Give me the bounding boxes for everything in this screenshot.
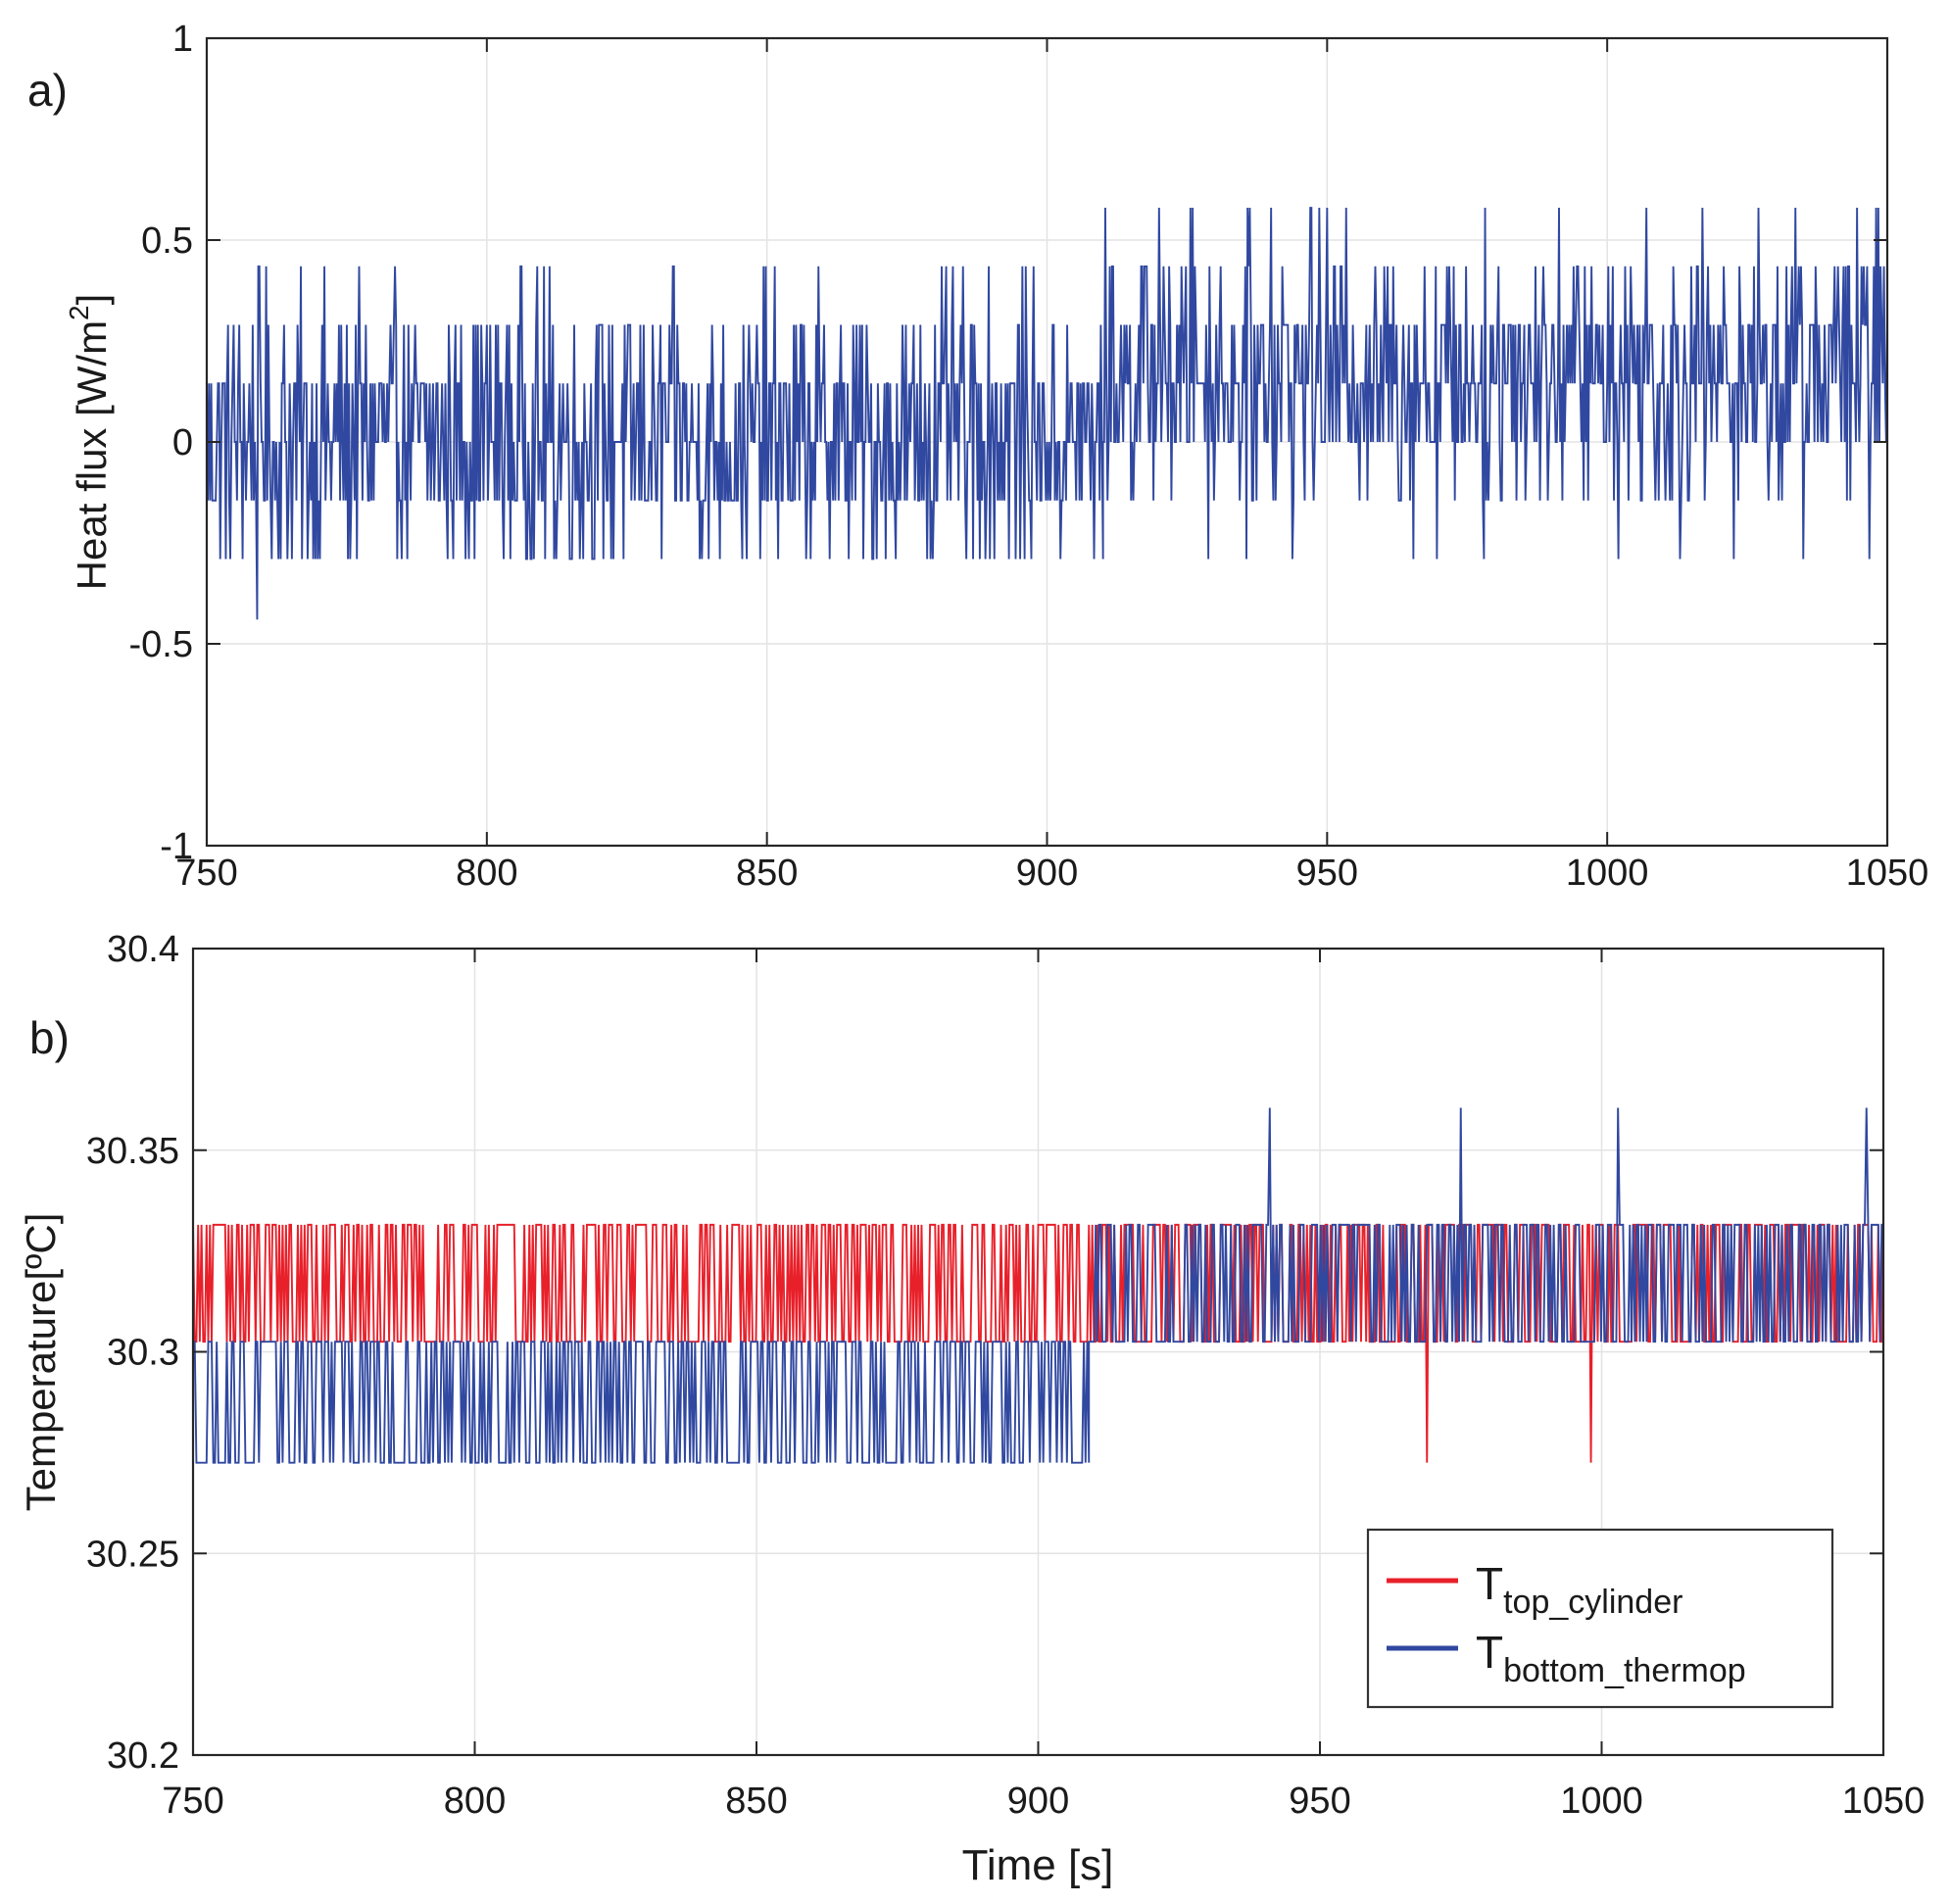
y-tick-label-b: 30.35	[86, 1131, 179, 1172]
legend-entry-top-cylinder-main: T	[1476, 1558, 1503, 1609]
x-tick-label-b: 1000	[1560, 1781, 1643, 1822]
x-tick-label-b: 800	[444, 1781, 506, 1822]
y-tick-label-b: 30.25	[86, 1534, 179, 1575]
y-tick-label-b: 30.2	[107, 1735, 179, 1777]
x-tick-label-b: 750	[162, 1781, 223, 1822]
series-group-b	[192, 1107, 1884, 1464]
y-axis-label-b: Temperature[ºC]	[18, 1213, 64, 1512]
y-tick-label-a: -0.5	[129, 624, 193, 665]
series-line-bottom-thermop	[193, 1107, 1883, 1464]
y-axis-label-a-close: ]	[69, 294, 115, 306]
legend-entry-bottom-thermop-sub: bottom_thermop	[1503, 1652, 1746, 1689]
x-tick-label-a: 950	[1296, 853, 1358, 894]
y-tick-label-a: 1	[172, 19, 193, 60]
y-axis-label-a: Heat flux [W/m2]	[64, 294, 115, 591]
x-tick-label-a: 900	[1016, 853, 1078, 894]
y-tick-label-a: -1	[160, 826, 193, 867]
y-tick-label-b: 30.3	[107, 1333, 179, 1374]
x-tick-label-a: 800	[456, 853, 517, 894]
ticks-b: 750 800 850 900 950 1000 1050 30.2 30.25 30.3 30.3…	[86, 929, 1925, 1822]
x-tick-label-b: 1050	[1842, 1781, 1926, 1822]
x-axis-label: Time [s]	[962, 1841, 1114, 1889]
y-tick-label-a: 0.5	[141, 220, 193, 262]
y-axis-label-a-main: Heat flux [W/m	[69, 320, 115, 590]
x-tick-label-a: 1000	[1566, 853, 1649, 894]
legend-entry-bottom-thermop: Tbottom_thermop	[1476, 1627, 1746, 1689]
x-tick-label-a: 750	[175, 853, 237, 894]
y-axis-label-a-sup: 2	[64, 305, 94, 320]
ticks-a: 750 800 850 900 950 1000 1050 -1 -0.5 0 0.5 1	[129, 19, 1929, 894]
legend-box	[1366, 1528, 1834, 1709]
x-tick-label-b: 850	[725, 1781, 787, 1822]
y-tick-label-a: 0	[172, 422, 193, 464]
series-line-top-cylinder	[192, 1223, 1884, 1463]
panel-label-a: a)	[27, 65, 68, 116]
temperature-chart: 750 800 850 900 950 1000 1050 30.2 30.25 30.3 30.3…	[18, 929, 1925, 1889]
x-tick-label-a: 1050	[1846, 853, 1929, 894]
series-line-heat-flux	[206, 207, 1888, 620]
legend-entry-bottom-thermop-main: T	[1476, 1627, 1503, 1678]
panel-label-b: b)	[29, 1012, 70, 1063]
legend-entry-top-cylinder: Ttop_cylinder	[1476, 1558, 1682, 1621]
legend: Ttop_cylinder Tbottom_thermop	[1366, 1528, 1834, 1709]
legend-entry-top-cylinder-sub: top_cylinder	[1503, 1584, 1682, 1621]
series-group-a	[206, 207, 1888, 620]
x-tick-label-b: 950	[1289, 1781, 1350, 1822]
heat-flux-chart: 750 800 850 900 950 1000 1050 -1 -0.5 0 0.5 1 a) He…	[27, 19, 1928, 894]
x-tick-label-a: 850	[736, 853, 798, 894]
x-tick-label-b: 900	[1007, 1781, 1069, 1822]
y-tick-label-b: 30.4	[107, 929, 179, 970]
